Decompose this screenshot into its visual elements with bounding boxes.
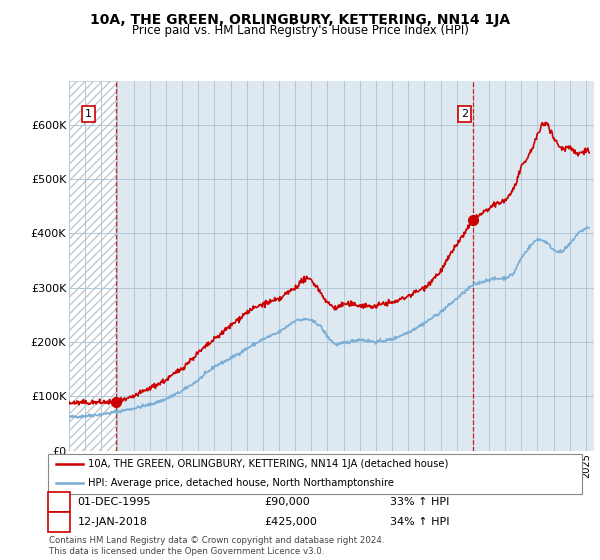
Text: 12-JAN-2018: 12-JAN-2018 — [77, 517, 148, 527]
Text: 2: 2 — [55, 515, 62, 529]
Text: 34% ↑ HPI: 34% ↑ HPI — [390, 517, 449, 527]
Text: HPI: Average price, detached house, North Northamptonshire: HPI: Average price, detached house, Nort… — [88, 478, 394, 488]
Text: 1: 1 — [55, 495, 62, 508]
Text: 10A, THE GREEN, ORLINGBURY, KETTERING, NN14 1JA (detached house): 10A, THE GREEN, ORLINGBURY, KETTERING, N… — [88, 460, 448, 469]
Text: £90,000: £90,000 — [264, 497, 310, 507]
Text: 2: 2 — [461, 109, 469, 119]
Text: Price paid vs. HM Land Registry's House Price Index (HPI): Price paid vs. HM Land Registry's House … — [131, 24, 469, 37]
Text: £425,000: £425,000 — [264, 517, 317, 527]
Text: 1: 1 — [85, 109, 92, 119]
FancyBboxPatch shape — [48, 454, 582, 494]
Text: 33% ↑ HPI: 33% ↑ HPI — [390, 497, 449, 507]
Text: 10A, THE GREEN, ORLINGBURY, KETTERING, NN14 1JA: 10A, THE GREEN, ORLINGBURY, KETTERING, N… — [90, 13, 510, 27]
Text: 01-DEC-1995: 01-DEC-1995 — [77, 497, 151, 507]
Text: Contains HM Land Registry data © Crown copyright and database right 2024.
This d: Contains HM Land Registry data © Crown c… — [49, 536, 385, 556]
Bar — [69, 81, 116, 451]
